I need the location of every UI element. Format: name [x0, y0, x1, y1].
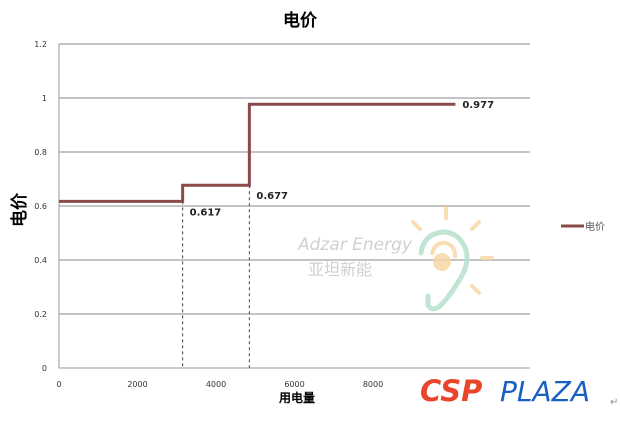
- logo-part2: PLAZA: [500, 375, 590, 408]
- csp-plaza-logo: CSP PLAZA: [420, 374, 590, 408]
- watermark-text-en: Adzar Energy: [297, 235, 413, 255]
- data-label: 0.677: [256, 191, 288, 202]
- x-tick-label: 8000: [363, 380, 383, 389]
- watermark: Adzar Energy 亚坦新能: [297, 206, 494, 312]
- y-tick-label: 0: [42, 364, 47, 373]
- chart-title: 电价: [283, 10, 318, 31]
- y-tick-label: 0.8: [34, 148, 47, 157]
- x-tick-label: 2000: [127, 380, 147, 389]
- x-tick-label: 6000: [284, 380, 304, 389]
- legend-label: 电价: [585, 220, 605, 233]
- ear-bulb-icon: [411, 206, 494, 312]
- x-axis-label: 用电量: [278, 390, 315, 405]
- y-tick-label: 1: [42, 94, 47, 103]
- watermark-text-cn: 亚坦新能: [308, 260, 372, 279]
- y-axis-label: 电价: [9, 192, 30, 227]
- data-label: 0.617: [190, 207, 222, 218]
- return-mark-icon: ↵: [610, 397, 618, 408]
- x-tick-label: 0: [56, 380, 61, 389]
- y-tick-label: 0.4: [34, 256, 47, 265]
- logo-part1: CSP: [420, 374, 482, 408]
- series-line: [59, 102, 456, 203]
- y-tick-label: 0.6: [34, 202, 47, 211]
- legend: 电价: [561, 220, 605, 233]
- data-label: 0.977: [462, 100, 494, 111]
- y-tick-label: 1.2: [34, 40, 47, 49]
- y-tick-label: 0.2: [34, 310, 47, 319]
- x-tick-label: 4000: [206, 380, 226, 389]
